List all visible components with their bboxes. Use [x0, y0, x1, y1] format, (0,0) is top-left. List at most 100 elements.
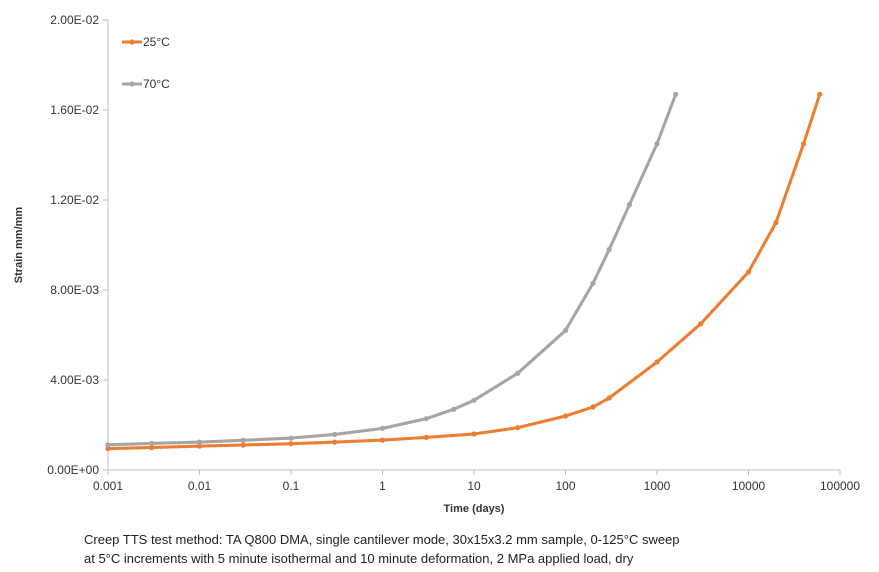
curve-marker — [144, 442, 148, 446]
curve-marker — [447, 409, 451, 413]
curve-marker — [428, 415, 432, 420]
curve-marker — [395, 423, 399, 427]
curve-marker — [210, 440, 214, 444]
curve-marker — [380, 426, 384, 430]
curve-marker — [806, 129, 810, 133]
curve-marker — [546, 344, 550, 348]
curve-marker — [390, 424, 394, 428]
curve-marker — [764, 238, 768, 242]
curve-marker — [456, 433, 460, 437]
curve-marker — [586, 406, 591, 411]
curve-marker — [592, 404, 596, 408]
curve-marker — [503, 427, 507, 432]
curve-marker — [659, 130, 664, 134]
curve-marker — [423, 417, 427, 421]
curve-marker — [120, 442, 124, 446]
series-line — [107, 93, 822, 451]
curve-marker — [610, 394, 614, 398]
data-point — [773, 219, 779, 226]
curve-marker — [794, 163, 798, 168]
curve-marker — [125, 442, 129, 446]
curve-marker — [752, 259, 757, 263]
curve-marker — [402, 437, 407, 441]
curve-marker — [191, 440, 195, 444]
curve-marker — [723, 296, 727, 300]
data-point — [196, 443, 203, 449]
curve-marker — [337, 440, 341, 444]
curve-marker — [281, 436, 285, 440]
curve-marker — [579, 302, 583, 306]
curve-marker — [593, 277, 597, 281]
curve-marker — [717, 302, 721, 306]
caption-line-1: Creep TTS test method: TA Q800 DMA, sing… — [84, 532, 680, 547]
curve-marker — [658, 358, 662, 362]
y-tick-label: 1.60E-02 — [50, 103, 99, 117]
curve-marker — [352, 430, 356, 434]
curve-marker — [333, 432, 337, 436]
curve-marker — [272, 442, 276, 446]
curve-marker — [475, 396, 479, 400]
curve-marker — [645, 163, 649, 167]
curve-marker — [182, 440, 186, 445]
curve-marker — [646, 367, 650, 371]
curve-marker — [213, 444, 217, 448]
curve-marker — [397, 437, 401, 441]
curve-marker — [557, 416, 561, 420]
curve-marker — [616, 389, 620, 393]
curve-marker — [290, 442, 294, 446]
curve-marker — [331, 440, 335, 444]
curve-marker — [343, 440, 347, 444]
curve-marker — [746, 270, 751, 274]
caption-line-2: at 5°C increments with 5 minute isotherm… — [84, 551, 634, 566]
curve-marker — [622, 385, 626, 389]
x-tick-label: 0.01 — [188, 479, 212, 493]
curve-marker — [533, 421, 537, 426]
curve-marker — [499, 382, 503, 386]
curve-marker — [617, 226, 621, 230]
curve-marker — [788, 180, 792, 185]
curve-marker — [376, 427, 380, 431]
curve-marker — [106, 447, 110, 451]
curve-marker — [569, 412, 573, 416]
curve-marker — [521, 424, 525, 428]
curve-marker — [253, 438, 257, 442]
curve-marker — [551, 417, 555, 421]
curve-marker — [219, 439, 224, 443]
curve-marker — [655, 142, 659, 146]
curve-marker — [574, 310, 578, 314]
legend-label: 70°C — [143, 77, 170, 91]
curve-marker — [442, 411, 446, 415]
curve-marker — [818, 92, 822, 96]
curve-marker — [776, 214, 780, 218]
curve-marker — [705, 315, 709, 319]
curve-marker — [106, 443, 110, 447]
curve-marker — [201, 444, 205, 448]
curve-marker — [130, 442, 134, 446]
data-point — [654, 359, 660, 365]
curve-marker — [295, 435, 299, 440]
data-point — [801, 141, 807, 147]
curve-marker — [219, 444, 223, 448]
curve-marker — [461, 403, 465, 407]
curve-marker — [413, 419, 418, 423]
curve-marker — [634, 376, 638, 380]
curve-marker — [309, 434, 313, 438]
curve-marker — [201, 440, 205, 444]
curve-marker — [118, 446, 122, 450]
curve-marker — [399, 422, 403, 426]
curve-marker — [328, 433, 332, 437]
curve-marker — [186, 440, 190, 444]
curve-marker — [782, 197, 786, 201]
curve-marker — [541, 348, 545, 352]
curve-marker — [669, 347, 674, 351]
curve-marker — [414, 436, 418, 440]
curve-marker — [262, 437, 266, 441]
curve-marker — [367, 439, 371, 443]
curve-marker — [153, 445, 157, 449]
curve-marker — [758, 249, 763, 253]
curve-marker — [134, 442, 138, 446]
curve-marker — [527, 423, 531, 427]
curve-marker — [278, 442, 282, 446]
x-tick-label: 10 — [467, 479, 481, 493]
curve-marker — [711, 308, 715, 313]
